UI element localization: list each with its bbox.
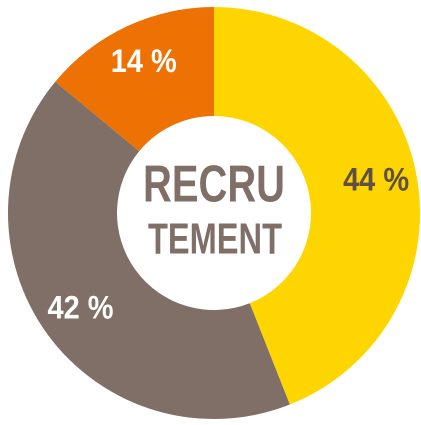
data-label: 42 % [48, 289, 114, 325]
center-text: RECRU [143, 156, 285, 214]
data-label: 14 % [111, 43, 177, 79]
donut-segment [55, 7, 214, 152]
data-label: 44 % [343, 162, 409, 198]
center-text: TEMENT [148, 215, 282, 264]
donut-segment [214, 7, 421, 405]
donut-segment [7, 81, 290, 420]
